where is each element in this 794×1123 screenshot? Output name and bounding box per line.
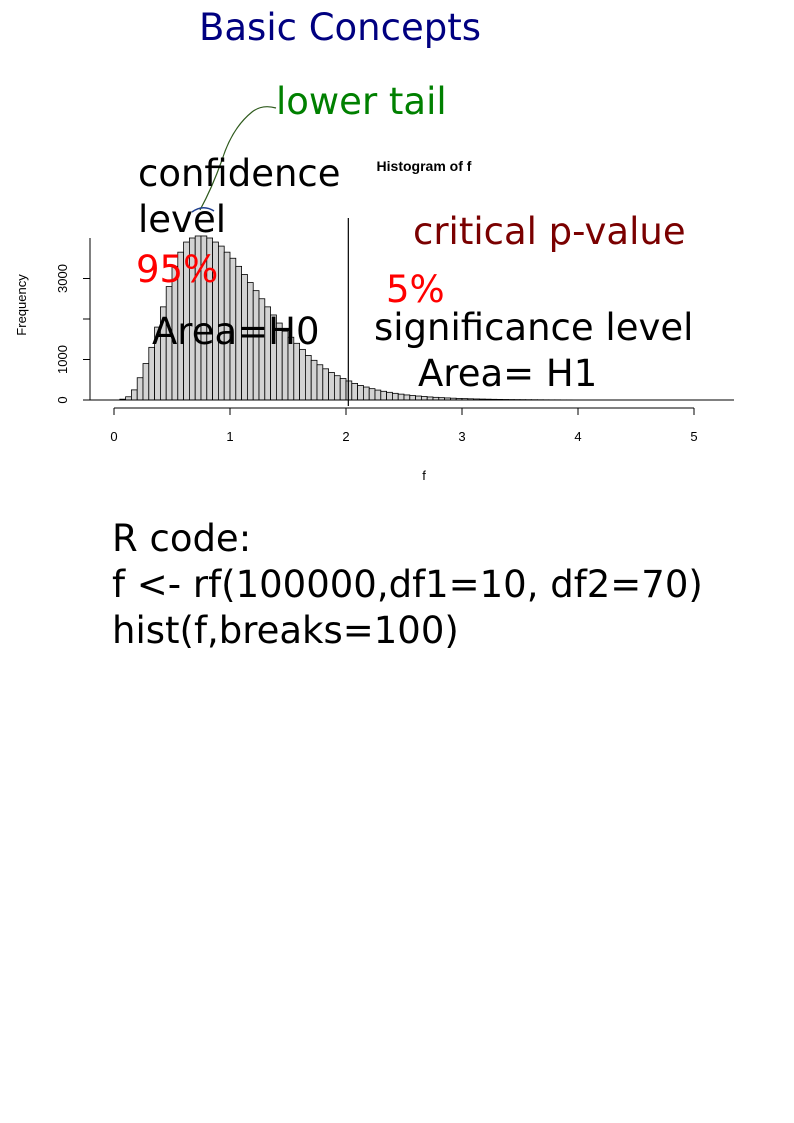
y-tick-label: 3000 bbox=[55, 264, 70, 293]
histogram-bar bbox=[374, 389, 382, 401]
histogram-bar bbox=[368, 388, 376, 401]
histogram-chart: Histogram of f 0 1 2 3 4 5 0 1000 3000 f Freque… bbox=[14, 106, 734, 483]
x-axis-label: f bbox=[422, 468, 426, 483]
page-title: Basic Concepts bbox=[198, 6, 482, 49]
histogram-bar bbox=[310, 359, 318, 401]
histogram-bar bbox=[304, 355, 312, 401]
histogram-bar bbox=[386, 391, 393, 401]
x-tick-label: 1 bbox=[226, 429, 233, 444]
r-code-line-1: f <- rf(100000,df1=10, df2=70) bbox=[112, 563, 703, 606]
histogram-bar bbox=[420, 396, 428, 401]
histogram-bar bbox=[415, 395, 422, 401]
histogram-bar bbox=[333, 375, 341, 401]
histogram-bar bbox=[380, 390, 387, 401]
x-tick-label: 5 bbox=[690, 429, 697, 444]
histogram-bar bbox=[299, 348, 306, 401]
histogram-bar bbox=[142, 363, 150, 401]
histogram-bar bbox=[322, 368, 329, 401]
histogram-bar bbox=[403, 394, 411, 401]
histogram-bar bbox=[351, 382, 358, 401]
histogram-bar bbox=[328, 372, 335, 401]
r-code-heading: R code: bbox=[112, 517, 252, 560]
confidence-percent: 95% bbox=[136, 248, 219, 291]
histogram-bar bbox=[391, 392, 399, 401]
lower-tail-connector bbox=[199, 106, 277, 211]
y-tick-label: 0 bbox=[55, 396, 70, 403]
r-code-line-2: hist(f,breaks=100) bbox=[112, 609, 459, 652]
histogram-bar bbox=[316, 364, 324, 401]
histogram-bar bbox=[130, 389, 138, 401]
x-tick-label: 2 bbox=[342, 429, 349, 444]
histogram-bar bbox=[357, 385, 364, 401]
histogram-bar bbox=[397, 393, 405, 401]
x-tick-label: 0 bbox=[110, 429, 117, 444]
lower-tail-brace bbox=[191, 207, 215, 213]
histogram-bar bbox=[148, 346, 156, 401]
critical-percent: 5% bbox=[386, 268, 445, 311]
y-axis: 0 1000 3000 bbox=[55, 238, 91, 404]
x-tick-label: 4 bbox=[574, 429, 581, 444]
area-h0-label: Area=H0 bbox=[152, 310, 320, 353]
chart-title: Histogram of f bbox=[377, 158, 472, 174]
x-axis: 0 1 2 3 4 5 bbox=[90, 399, 734, 444]
histogram-bar bbox=[409, 395, 416, 401]
y-tick-label: 1000 bbox=[55, 345, 70, 374]
y-axis-label: Frequency bbox=[14, 274, 29, 336]
critical-pvalue-label: critical p-value bbox=[413, 210, 686, 253]
histogram-bar bbox=[362, 386, 370, 401]
confidence-level-label: level bbox=[138, 198, 226, 241]
histogram-bar bbox=[339, 378, 347, 401]
area-h1-label: Area= H1 bbox=[418, 352, 598, 395]
lower-tail-label: lower tail bbox=[276, 80, 447, 123]
significance-level-label: significance level bbox=[374, 306, 694, 349]
r-code-block: R code: f <- rf(100000,df1=10, df2=70) h… bbox=[112, 516, 703, 654]
histogram-bar bbox=[136, 377, 144, 401]
x-tick-label: 3 bbox=[458, 429, 465, 444]
confidence-label: confidence bbox=[138, 152, 341, 195]
